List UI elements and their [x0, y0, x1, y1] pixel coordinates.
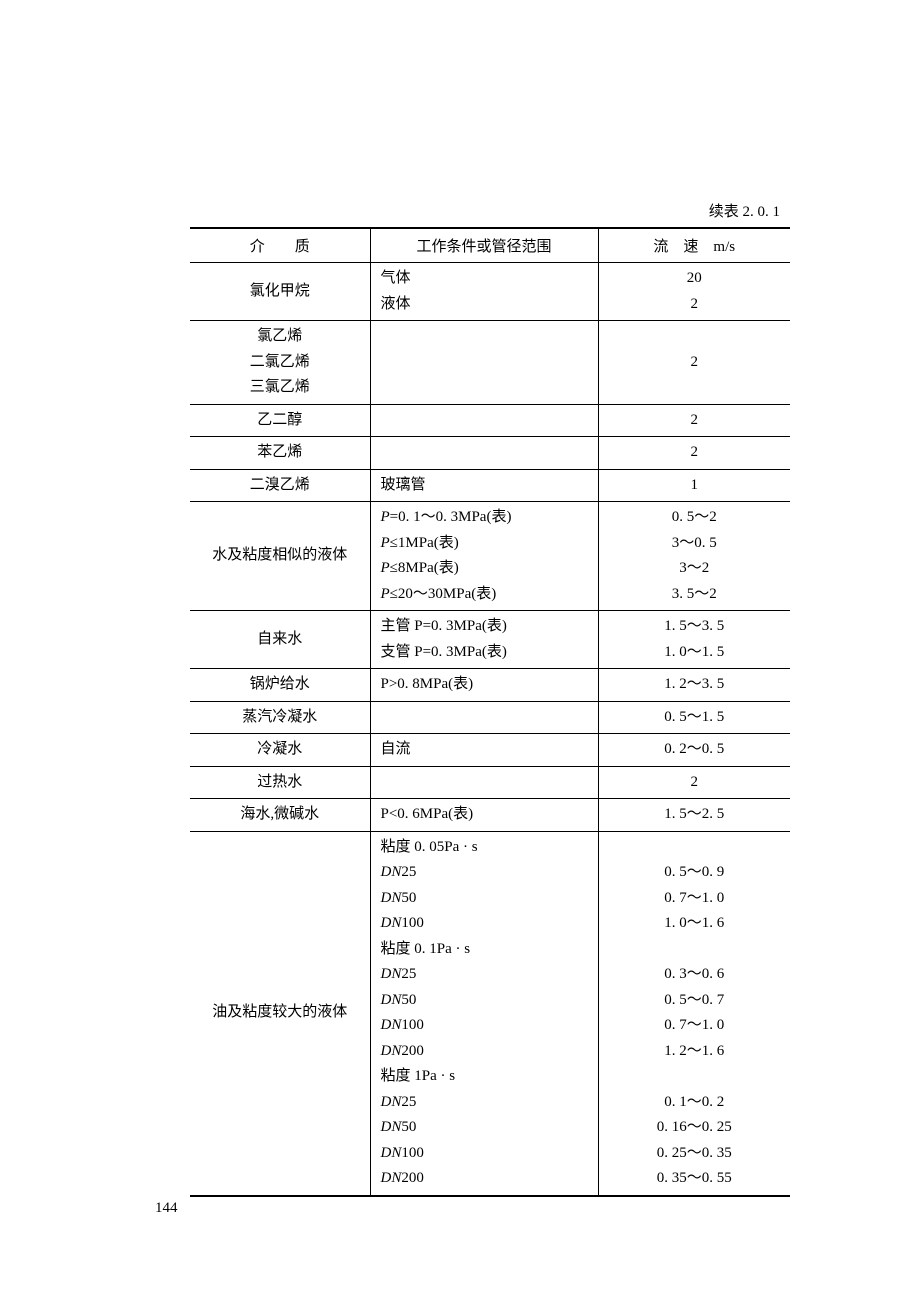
cell-speed: 0. 5～0. 90. 7～1. 01. 0～1. 6 0. 3～0. 60. … [598, 831, 790, 1196]
continuation-label: 续表 2. 0. 1 [190, 200, 790, 221]
cell-condition: P=0. 1～0. 3MPa(表)P≤1MPa(表)P≤8MPa(表)P≤20～… [370, 502, 598, 611]
cell-medium: 乙二醇 [190, 404, 370, 437]
table-row: 自来水主管 P=0. 3MPa(表)支管 P=0. 3MPa(表)1. 5～3.… [190, 611, 790, 669]
cell-speed: 2 [598, 766, 790, 799]
cell-medium: 油及粘度较大的液体 [190, 831, 370, 1196]
cell-speed: 1. 5～3. 51. 0～1. 5 [598, 611, 790, 669]
cell-condition: 主管 P=0. 3MPa(表)支管 P=0. 3MPa(表) [370, 611, 598, 669]
cell-medium: 水及粘度相似的液体 [190, 502, 370, 611]
cell-speed: 2 [598, 404, 790, 437]
cell-speed: 1. 5～2. 5 [598, 799, 790, 832]
page-number: 144 [155, 1200, 178, 1217]
table-row: 锅炉给水P>0. 8MPa(表)1. 2～3. 5 [190, 669, 790, 702]
table-row: 冷凝水自流0. 2～0. 5 [190, 734, 790, 767]
cell-speed: 2 [598, 437, 790, 470]
cell-condition: P>0. 8MPa(表) [370, 669, 598, 702]
cell-medium: 二溴乙烯 [190, 469, 370, 502]
cell-speed: 0. 2～0. 5 [598, 734, 790, 767]
table-row: 氯乙烯二氯乙烯三氯乙烯 2 [190, 321, 790, 405]
cell-medium: 自来水 [190, 611, 370, 669]
cell-condition: 气体液体 [370, 263, 598, 321]
cell-condition: 粘度 0. 05Pa · sDN25DN50DN100粘度 0. 1Pa · s… [370, 831, 598, 1196]
cell-speed: 1 [598, 469, 790, 502]
table-row: 乙二醇 2 [190, 404, 790, 437]
table-header-row: 介 质 工作条件或管径范围 流 速 m/s [190, 228, 790, 263]
cell-speed: 0. 5～23～0. 53～23. 5～2 [598, 502, 790, 611]
table-row: 油及粘度较大的液体粘度 0. 05Pa · sDN25DN50DN100粘度 0… [190, 831, 790, 1196]
table-row: 海水,微碱水P<0. 6MPa(表)1. 5～2. 5 [190, 799, 790, 832]
table-row: 过热水 2 [190, 766, 790, 799]
cell-medium: 过热水 [190, 766, 370, 799]
table-row: 水及粘度相似的液体P=0. 1～0. 3MPa(表)P≤1MPa(表)P≤8MP… [190, 502, 790, 611]
cell-condition: P<0. 6MPa(表) [370, 799, 598, 832]
cell-medium: 氯乙烯二氯乙烯三氯乙烯 [190, 321, 370, 405]
cell-condition: 自流 [370, 734, 598, 767]
cell-speed: 2 [598, 321, 790, 405]
cell-medium: 冷凝水 [190, 734, 370, 767]
cell-medium: 苯乙烯 [190, 437, 370, 470]
cell-condition [370, 404, 598, 437]
header-speed: 流 速 m/s [598, 228, 790, 263]
cell-speed: 0. 5～1. 5 [598, 701, 790, 734]
cell-condition [370, 701, 598, 734]
cell-condition: 玻璃管 [370, 469, 598, 502]
flow-speed-table: 介 质 工作条件或管径范围 流 速 m/s 氯化甲烷气体液体202氯乙烯二氯乙烯… [190, 227, 790, 1197]
header-condition: 工作条件或管径范围 [370, 228, 598, 263]
table-row: 二溴乙烯玻璃管1 [190, 469, 790, 502]
cell-medium: 海水,微碱水 [190, 799, 370, 832]
cell-speed: 1. 2～3. 5 [598, 669, 790, 702]
header-medium: 介 质 [190, 228, 370, 263]
table-row: 苯乙烯 2 [190, 437, 790, 470]
cell-condition [370, 321, 598, 405]
cell-condition [370, 766, 598, 799]
cell-medium: 氯化甲烷 [190, 263, 370, 321]
cell-condition [370, 437, 598, 470]
cell-medium: 蒸汽冷凝水 [190, 701, 370, 734]
cell-speed: 202 [598, 263, 790, 321]
cell-medium: 锅炉给水 [190, 669, 370, 702]
table-row: 氯化甲烷气体液体202 [190, 263, 790, 321]
table-row: 蒸汽冷凝水 0. 5～1. 5 [190, 701, 790, 734]
